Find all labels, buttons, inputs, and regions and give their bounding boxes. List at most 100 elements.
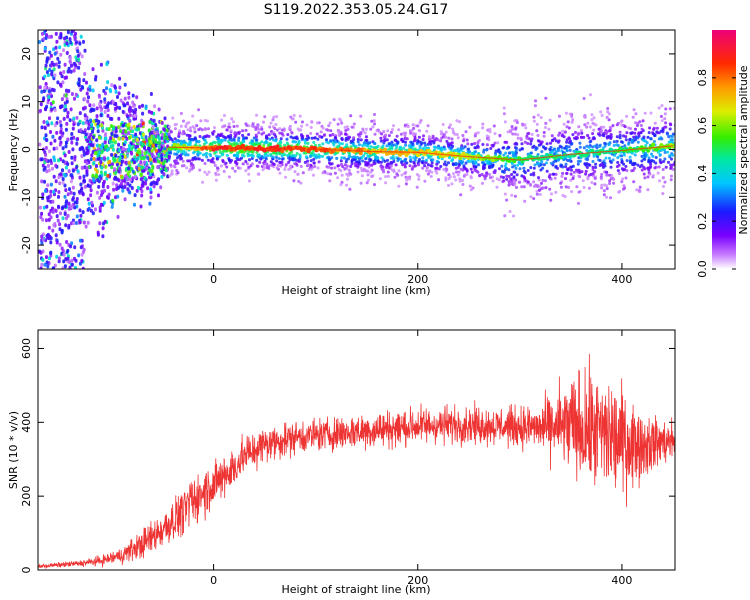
spectrogram-cell [152,118,156,123]
spectrogram-cell [59,130,63,135]
spectrogram-cell [391,128,394,132]
spectrogram-cell [40,125,44,130]
spectrogram-cell [168,125,171,129]
spectrogram-cell [57,259,61,264]
spectrogram-ridge-cell [241,143,246,148]
spectrogram-cell [455,133,459,137]
spectrogram-cell [671,163,675,167]
spectrogram-cell [140,118,144,123]
spectrogram-cell [114,89,118,94]
spectrogram-ridge-cell [651,142,656,147]
spectrogram-cell [295,152,299,155]
spectrogram-cell [38,205,42,210]
spectrogram-cell [386,170,390,174]
spectrogram-cell [296,172,300,176]
spectrogram-cell [56,218,60,223]
spectrogram-cell [529,142,533,146]
spectrogram-cell [538,193,542,196]
spectrogram-cell [536,113,540,117]
spectrogram-cell [293,162,297,166]
spectrogram-cell [284,175,287,179]
spectrogram-cell [46,56,50,61]
spectrogram-cell [99,170,103,175]
spectrogram-cell [561,129,565,133]
spectrogram-cell [44,82,48,86]
spectrogram-cell [608,128,612,132]
spectrogram-cell [339,183,343,187]
spectrogram-cell [154,143,158,148]
spectrogram-cell [465,168,469,172]
spectrogram-cell [600,186,604,190]
spectrogram-cell [119,98,123,103]
spectrogram-cell [599,176,603,180]
spectrogram-cell [208,143,212,146]
spectrogram-cell [643,111,647,115]
spectrogram-cell [110,83,114,87]
x-tick-label: 400 [611,273,632,286]
spectrogram-cell [668,154,672,158]
spectrogram-cell [498,167,501,171]
spectrogram-cell [622,134,625,138]
spectrogram-cell [513,119,517,123]
spectrogram-cell [346,157,350,161]
spectrogram-cell [106,113,110,118]
spectrogram-cell [549,177,553,181]
spectrogram-cell [92,103,96,108]
spectrogram-cell [623,125,627,129]
spectrogram-cell [628,161,632,165]
spectrogram-cell [95,106,99,111]
spectrogram-cell [140,193,144,198]
spectrogram-cell [359,181,363,185]
spectrogram-cell [105,62,109,67]
spectrogram-cell [84,116,88,121]
spectrogram-cell [515,173,519,177]
spectrogram-cell [658,153,662,157]
spectrogram-cell [85,161,89,166]
spectrogram-cell [55,254,59,259]
spectrogram-cell [300,124,304,128]
spectrogram-cell [359,114,363,118]
spectrogram-cell [552,160,556,164]
spectrogram-cell [356,140,360,144]
spectrogram-cell [39,102,43,107]
spectrogram-cell [290,154,294,158]
spectrogram-cell [274,135,278,139]
spectrogram-cell [235,156,239,160]
spectrogram-cell [333,171,337,175]
spectrogram-cell [370,163,374,167]
spectrogram-cell [570,115,574,118]
spectrogram-cell [160,156,164,161]
spectrogram-cell [131,134,135,139]
spectrogram-cell [567,185,570,189]
spectrogram-cell [94,207,97,212]
spectrogram-cell [366,173,370,177]
spectrogram-cell [247,172,251,176]
spectrogram-cell [70,30,74,34]
spectrogram-cell [435,166,439,170]
spectrogram-cell [63,183,67,188]
spectrogram-cell [92,161,96,165]
spectrogram-cell [49,130,52,134]
spectrogram-cell [40,234,44,239]
spectrogram-cell [150,130,154,135]
spectrogram-cell [207,170,211,174]
spectrogram-cell [277,157,281,161]
spectrogram-cell [636,140,640,144]
spectrogram-cell [625,159,629,163]
spectrogram-cell [409,131,413,135]
spectrogram-cell [179,124,183,128]
spectrogram-cell [80,165,84,170]
spectrogram-cell [420,141,424,145]
spectrogram-cell [90,107,94,112]
spectrogram-cell [488,173,492,176]
spectrogram-cell [365,138,369,142]
spectrogram-cell [153,157,157,162]
spectrogram-cell [623,153,626,157]
spectrogram-cell [477,163,480,167]
spectrogram-cell [600,113,604,117]
spectrogram-cell [480,173,484,176]
spectrogram-cell [503,192,507,196]
spectrogram-cell [78,111,82,116]
spectrogram-cell [651,131,655,135]
y-tick-label: 0 [20,567,33,574]
